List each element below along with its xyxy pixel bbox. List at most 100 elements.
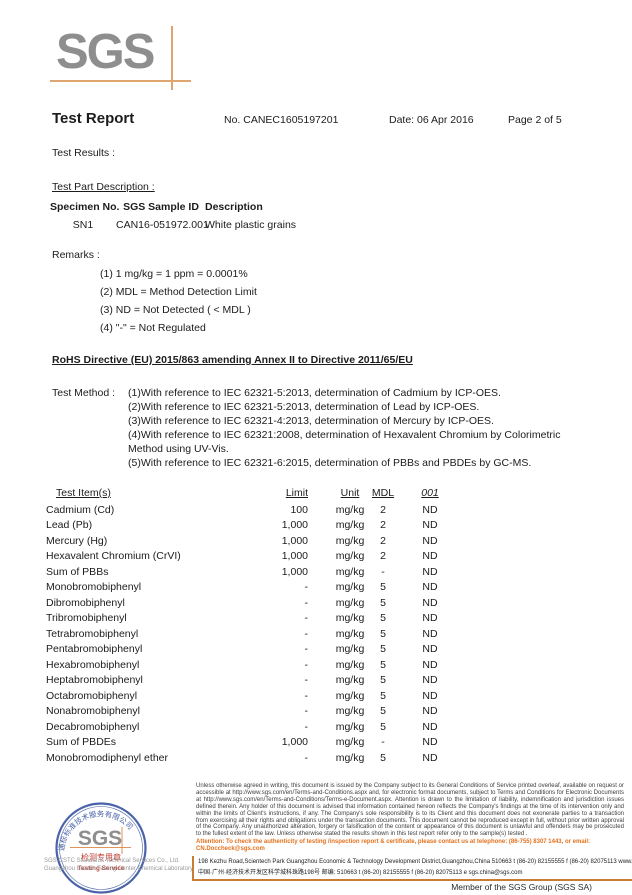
page-indicator: Page 2 of 5 xyxy=(508,114,562,126)
test-part-description-label: Test Part Description : xyxy=(52,181,155,193)
item-cell: Monobromobiphenyl xyxy=(46,581,142,593)
item-cell: Tetrabromobiphenyl xyxy=(46,627,139,640)
item-cell: Lead (Pb) xyxy=(46,519,93,531)
item-cell: Sum of PBDEs xyxy=(46,736,117,748)
limit-cell: 1,000 xyxy=(281,519,308,531)
result-cell: ND xyxy=(422,751,438,764)
table-row: Tetrabromobiphenyl - mg/kg 5 ND xyxy=(0,628,632,644)
unit-cell: mg/kg xyxy=(335,627,365,640)
result-cell: ND xyxy=(422,519,438,531)
item-cell: Octabromobiphenyl xyxy=(46,689,138,702)
logo-crosshair-horizontal xyxy=(50,80,191,82)
sgs-sample-id-cell: CAN16-051972.001 xyxy=(116,219,209,231)
result-cell: ND xyxy=(422,658,438,671)
company-name-line1: SGS-CSTC Standards Technical Services Co… xyxy=(44,858,180,864)
unit-cell: mg/kg xyxy=(335,596,365,609)
test-items-header: Test Item(s) xyxy=(56,487,111,499)
item-cell: Hexabromobiphenyl xyxy=(46,658,140,671)
limit-cell: - xyxy=(304,674,309,686)
unit-cell: mg/kg xyxy=(335,519,365,531)
result-cell: ND xyxy=(422,736,438,748)
result-cell: ND xyxy=(422,674,438,686)
results-table-header: Test Item(s) Limit Unit MDL 001 xyxy=(0,487,632,504)
rohs-directive-heading: RoHS Directive (EU) 2015/863 amending An… xyxy=(52,354,413,366)
unit-cell: mg/kg xyxy=(335,674,365,686)
unit-cell: mg/kg xyxy=(335,689,365,702)
sgs-sample-id-header: SGS Sample ID xyxy=(123,201,199,213)
stamp-inner-ring xyxy=(59,806,143,890)
item-cell: Sum of PBBs xyxy=(46,565,109,578)
remark-line: (3) ND = Not Detected ( < MDL ) xyxy=(100,304,251,316)
unit-cell: mg/kg xyxy=(335,751,365,764)
table-row: Monobromodiphenyl ether - mg/kg 5 ND xyxy=(0,752,632,768)
specimen-row: SN1 CAN16-051972.001 White plastic grains xyxy=(50,219,480,237)
result-cell: ND xyxy=(422,550,438,562)
specimen-table: Specimen No. SGS Sample ID Description S… xyxy=(50,201,480,237)
limit-cell: 1,000 xyxy=(281,565,308,578)
item-cell: Mercury (Hg) xyxy=(46,534,108,547)
results-table: Test Item(s) Limit Unit MDL 001 Cadmium … xyxy=(0,487,632,767)
table-row: Heptabromobiphenyl - mg/kg 5 ND xyxy=(0,674,632,690)
table-row: Hexabromobiphenyl - mg/kg 5 ND xyxy=(0,659,632,675)
description-cell: White plastic grains xyxy=(205,219,297,231)
unit-cell: mg/kg xyxy=(335,736,365,748)
result-cell: ND xyxy=(422,612,438,624)
limit-cell: 100 xyxy=(290,503,308,516)
limit-cell: - xyxy=(304,751,309,764)
mdl-cell: 5 xyxy=(380,643,386,655)
table-row: Sum of PBBs 1,000 mg/kg - ND xyxy=(0,566,632,582)
mdl-cell: 5 xyxy=(380,612,386,624)
table-row: Cadmium (Cd) 100 mg/kg 2 ND xyxy=(0,504,632,520)
limit-cell: - xyxy=(304,658,309,671)
mdl-cell: - xyxy=(381,736,385,748)
stamp-seal-text: 检测专用章 xyxy=(81,852,121,862)
limit-cell: 1,000 xyxy=(281,736,308,748)
item-cell: Pentabromobiphenyl xyxy=(46,643,143,655)
specimen-table-body: SN1 CAN16-051972.001 White plastic grains xyxy=(50,219,480,237)
test-method-line: (2)With reference to IEC 62321-5:2013, d… xyxy=(128,401,480,413)
mdl-cell: 5 xyxy=(380,751,386,764)
footer-legal-block: Unless otherwise agreed in writing, this… xyxy=(196,783,624,853)
test-method-label: Test Method : xyxy=(52,387,116,399)
item-cell: Hexavalent Chromium (CrVI) xyxy=(46,550,181,562)
mdl-cell: 5 xyxy=(380,658,386,671)
remarks-label: Remarks : xyxy=(52,249,100,261)
footer-disclaimer: Unless otherwise agreed in writing, this… xyxy=(196,783,624,838)
unit-cell: mg/kg xyxy=(335,658,365,671)
mdl-cell: 2 xyxy=(380,534,386,547)
test-method-line: (5)With reference to IEC 62321-6:2015, d… xyxy=(128,457,532,469)
remark-line: (1) 1 mg/kg = 1 ppm = 0.0001% xyxy=(100,268,248,280)
limit-cell: - xyxy=(304,581,309,593)
table-row: Lead (Pb) 1,000 mg/kg 2 ND xyxy=(0,519,632,535)
result-cell: ND xyxy=(422,627,438,640)
report-date: Date: 06 Apr 2016 xyxy=(389,114,474,126)
limit-cell: 1,000 xyxy=(281,550,308,562)
stamp-outer-ring xyxy=(55,802,147,894)
item-cell: Decabromobiphenyl xyxy=(46,720,140,733)
address-chinese: 中国·广州·经济技术开发区科学城科珠路198号 邮编: 510663 t (86… xyxy=(198,870,523,876)
test-method-list: (1)With reference to IEC 62321-5:2013, d… xyxy=(128,386,568,470)
remark-line: (4) "-" = Not Regulated xyxy=(100,322,206,334)
item-cell: Cadmium (Cd) xyxy=(46,503,115,516)
table-row: Sum of PBDEs 1,000 mg/kg - ND xyxy=(0,736,632,752)
logo-crosshair-vertical xyxy=(171,26,173,90)
unit-cell: mg/kg xyxy=(335,612,365,624)
unit-cell: mg/kg xyxy=(335,720,365,733)
limit-cell: - xyxy=(304,705,309,717)
mdl-cell: - xyxy=(381,565,385,578)
mdl-cell: 5 xyxy=(380,720,386,733)
table-row: Nonabromobiphenyl - mg/kg 5 ND xyxy=(0,705,632,721)
limit-cell: - xyxy=(304,612,309,624)
unit-header: Unit xyxy=(340,487,360,499)
limit-cell: - xyxy=(304,596,309,609)
remark-line: (2) MDL = Method Detection Limit xyxy=(100,286,257,298)
item-cell: Heptabromobiphenyl xyxy=(46,674,143,686)
limit-header: Limit xyxy=(285,487,308,499)
test-method-line: (1)With reference to IEC 62321-5:2013, d… xyxy=(128,387,501,399)
table-row: Octabromobiphenyl - mg/kg 5 ND xyxy=(0,690,632,706)
member-line: Member of the SGS Group (SGS SA) xyxy=(451,882,592,892)
sgs-logo: SGS xyxy=(56,25,155,79)
mdl-cell: 2 xyxy=(380,550,386,562)
table-row: Dibromobiphenyl - mg/kg 5 ND xyxy=(0,597,632,613)
footer-attention: Attention: To check the authenticity of … xyxy=(196,839,590,853)
